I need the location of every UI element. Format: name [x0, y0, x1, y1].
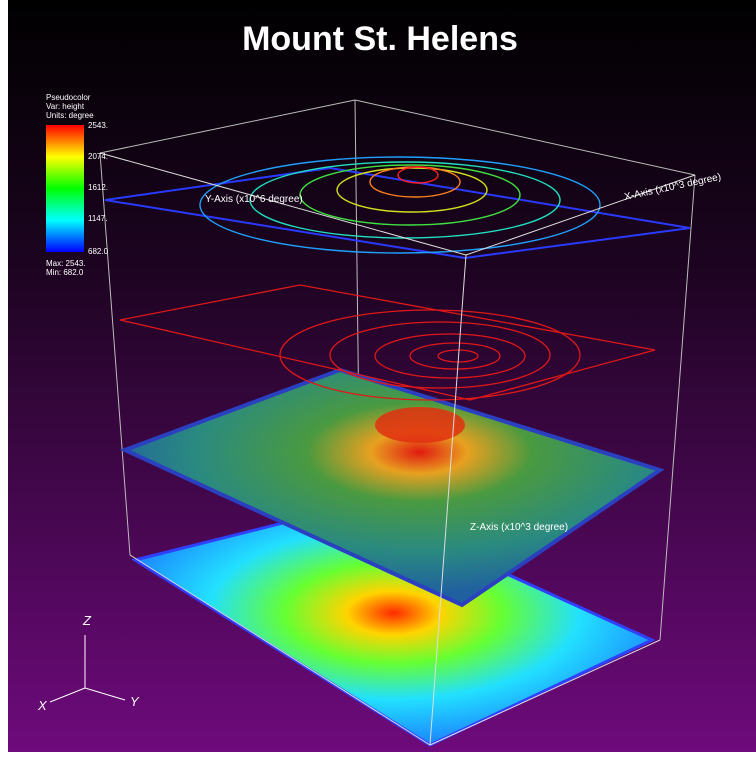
triad-x: X	[37, 698, 48, 713]
legend: Pseudocolor Var: height Units: degree 25…	[46, 93, 109, 277]
y-axis-label: Y-Axis (x10^6 degree)	[205, 194, 303, 205]
color-bar	[46, 125, 84, 252]
red-contours	[119, 284, 656, 401]
legend-min: Min: 682.0	[46, 268, 84, 277]
legend-tick: 2543.	[88, 121, 108, 130]
crater	[375, 407, 465, 443]
bounding-box-front	[99, 152, 696, 746]
surface-layer	[119, 367, 665, 608]
legend-tick: 1147.	[88, 214, 107, 223]
axis-triad	[49, 635, 126, 703]
z-axis-label: Z-Axis (x10^3 degree)	[470, 522, 568, 533]
legend-max: Max: 2543.	[46, 259, 86, 268]
legend-line: Pseudocolor	[46, 93, 91, 102]
legend-line: Units: degree	[46, 111, 94, 120]
legend-line: Var: height	[46, 102, 85, 111]
legend-tick: 2074.	[88, 152, 108, 161]
legend-tick: 682.0	[88, 247, 109, 256]
color-contours	[104, 156, 691, 260]
triad-z: Z	[82, 613, 92, 628]
title: Mount St. Helens	[242, 20, 518, 58]
legend-tick: 1612.	[88, 183, 108, 192]
triad-y: Y	[130, 694, 140, 709]
